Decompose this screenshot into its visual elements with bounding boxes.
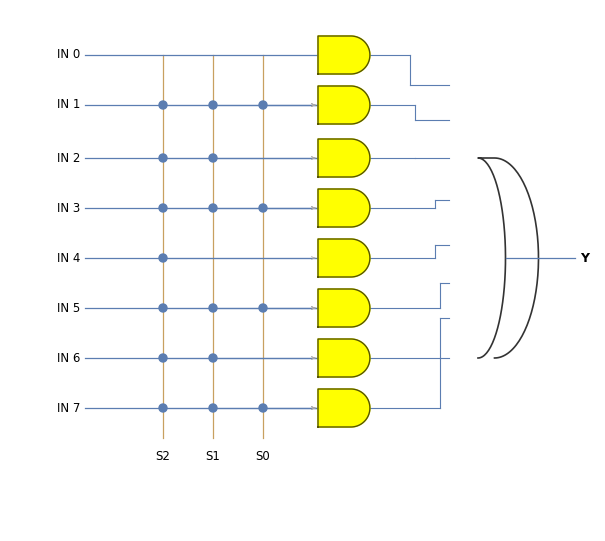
Text: IN 0: IN 0 xyxy=(57,49,80,62)
Circle shape xyxy=(209,404,217,412)
Text: IN 6: IN 6 xyxy=(57,352,80,365)
Circle shape xyxy=(159,154,167,162)
Polygon shape xyxy=(318,139,370,177)
Circle shape xyxy=(159,304,167,312)
Text: IN 5: IN 5 xyxy=(57,301,80,314)
Polygon shape xyxy=(478,158,538,358)
Text: IN 3: IN 3 xyxy=(57,201,80,214)
Polygon shape xyxy=(318,86,370,124)
Circle shape xyxy=(259,204,267,212)
Text: IN 1: IN 1 xyxy=(57,98,80,111)
Text: S0: S0 xyxy=(256,450,270,463)
Text: S1: S1 xyxy=(206,450,220,463)
Circle shape xyxy=(209,354,217,362)
Circle shape xyxy=(159,204,167,212)
Circle shape xyxy=(209,204,217,212)
Text: IN 7: IN 7 xyxy=(57,401,80,414)
Circle shape xyxy=(159,354,167,362)
Text: Y: Y xyxy=(580,252,589,265)
Circle shape xyxy=(259,404,267,412)
Polygon shape xyxy=(318,239,370,277)
Circle shape xyxy=(159,254,167,262)
Circle shape xyxy=(259,101,267,109)
Polygon shape xyxy=(318,389,370,427)
Circle shape xyxy=(209,304,217,312)
Circle shape xyxy=(259,304,267,312)
Circle shape xyxy=(159,101,167,109)
Circle shape xyxy=(159,404,167,412)
Polygon shape xyxy=(318,36,370,74)
Text: IN 4: IN 4 xyxy=(57,252,80,265)
Polygon shape xyxy=(318,189,370,227)
Text: S2: S2 xyxy=(155,450,171,463)
Circle shape xyxy=(209,101,217,109)
Circle shape xyxy=(209,154,217,162)
Polygon shape xyxy=(318,339,370,377)
Polygon shape xyxy=(318,289,370,327)
Text: IN 2: IN 2 xyxy=(57,151,80,164)
